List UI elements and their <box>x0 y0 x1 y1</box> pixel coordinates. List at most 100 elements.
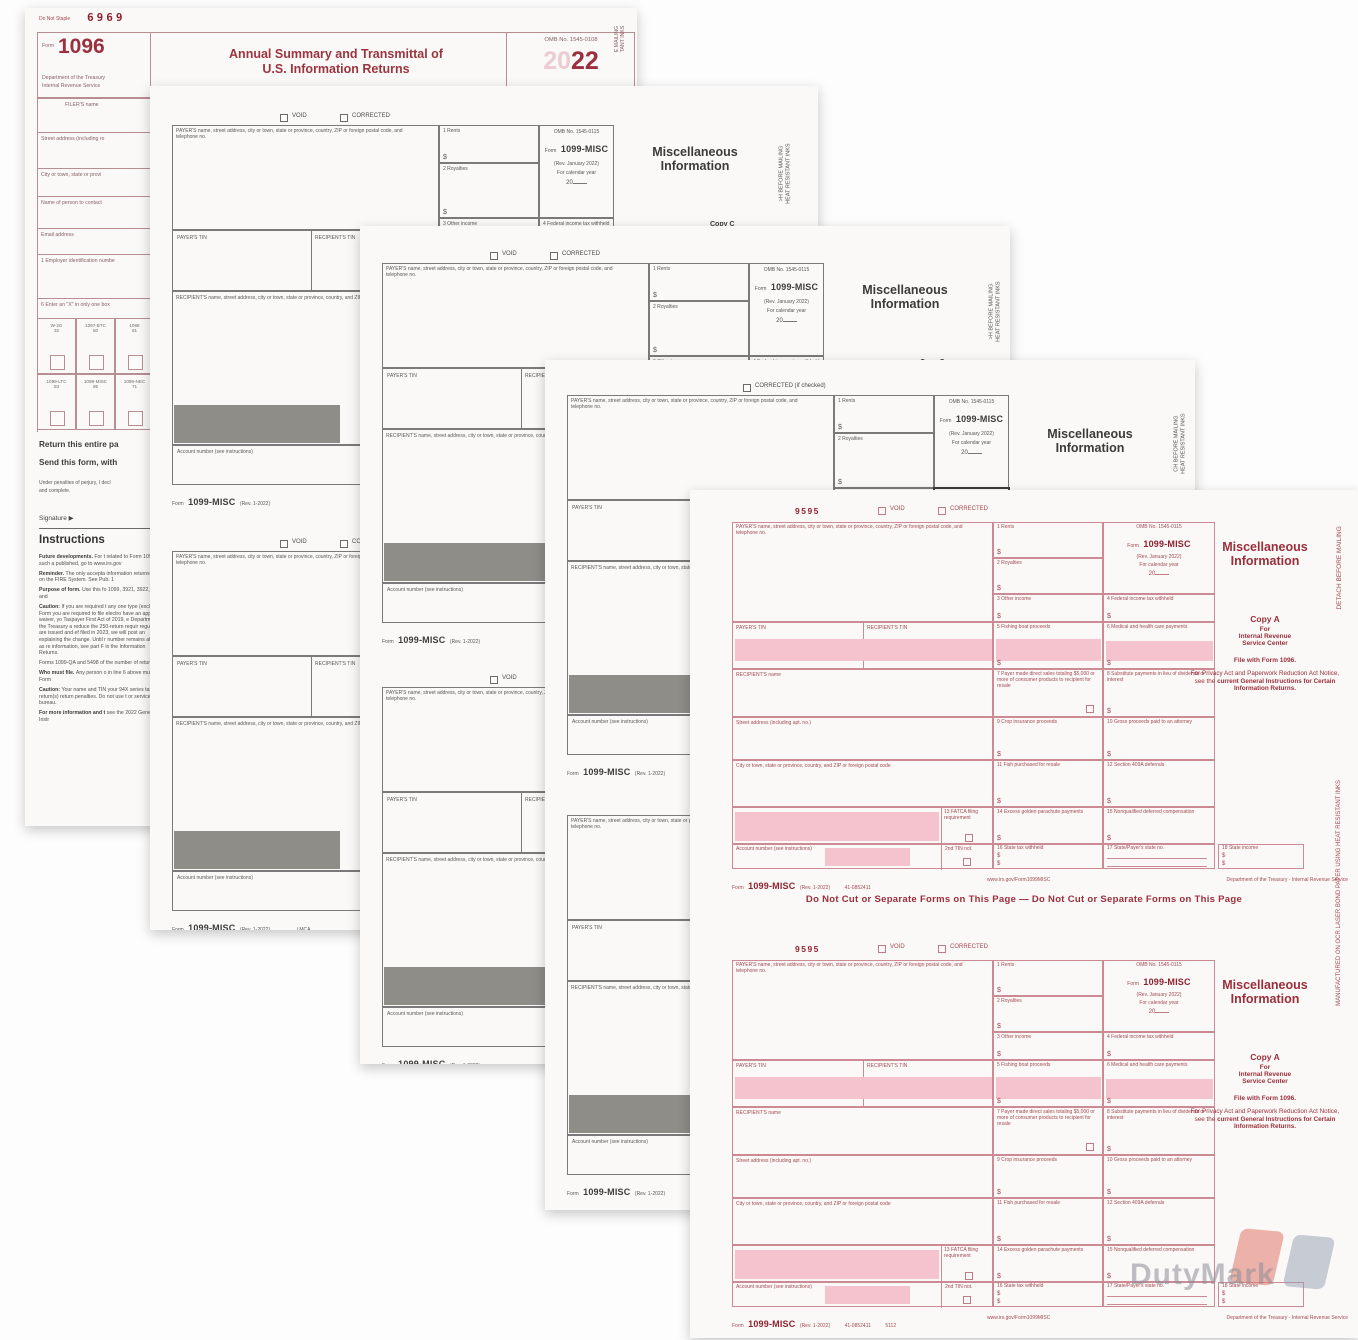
privacy-notice: For Privacy Act and Paperwork Reduction … <box>1185 1108 1345 1131</box>
dollar-sign: $ <box>838 479 842 486</box>
title-line1: Miscellaneous <box>1222 978 1308 992</box>
redacted-bar <box>384 543 550 581</box>
box3-label: 3 Other income <box>443 221 478 227</box>
void-checkbox[interactable] <box>490 676 498 684</box>
box7-checkbox[interactable] <box>1086 1143 1094 1151</box>
instruction-paragraph: Forms 1099-QA and 5498 of the number of … <box>39 660 157 667</box>
form-grid: PAYER'S name, street address, city or to… <box>732 960 1304 1308</box>
form-footer-extra: 5112 <box>885 1323 897 1329</box>
form-grid: PAYER'S name, street address, city or to… <box>732 522 1304 870</box>
account-number-label: Account number (see instructions) <box>387 587 463 593</box>
box6-medical: 6 Medical and health care payments $ <box>1103 622 1215 669</box>
box11-label: 11 Fish purchased for resale <box>997 1200 1060 1206</box>
form-number: 1099-MISC <box>770 282 819 292</box>
void-label: VOID <box>890 506 905 512</box>
recipient-name-label: RECIPIENT'S name <box>736 672 781 678</box>
form-footer: Form 1099-MISC (Rev. 1-2022) 41-0852411 … <box>732 1314 1348 1332</box>
return-type-checkbox[interactable] <box>128 355 143 370</box>
box13-label: 13 FATCA filing requirement <box>944 809 979 821</box>
footer-form-word: Form <box>732 885 744 891</box>
void-checkbox[interactable] <box>490 252 498 260</box>
second-tin-checkbox[interactable] <box>963 858 971 866</box>
box10-label: 10 Gross proceeds paid to an attorney <box>1107 1157 1193 1163</box>
edge-print-note: E MAILING TANT INKS <box>614 8 626 89</box>
void-checkbox[interactable] <box>878 507 886 515</box>
form-word: Form <box>939 418 952 424</box>
copy-for-word: For <box>1259 1064 1271 1071</box>
grid-code-label: 81 <box>131 328 138 334</box>
return-type-checkbox[interactable] <box>128 411 143 426</box>
box4-label: 4 Federal income tax withheld <box>1107 596 1174 602</box>
footer-id-code: 41-0852411 <box>844 1323 871 1329</box>
omb-box: OMB No. 1545-0115 Form 1099-MISC (Rev. J… <box>1103 522 1215 594</box>
perjury-line2: and complete. <box>39 488 71 494</box>
title-line1: Miscellaneous <box>862 283 948 297</box>
payer-label: PAYER'S name, street address, city or to… <box>736 524 963 536</box>
fatca-checkbox[interactable] <box>965 1272 973 1280</box>
form-word: Form <box>1127 542 1139 549</box>
void-checkbox[interactable] <box>280 114 288 122</box>
signature-line[interactable]: Signature ▶ <box>39 514 167 529</box>
recipient-label: RECIPIENT'S name, street address, city o… <box>571 985 807 991</box>
corrected-checkbox[interactable] <box>938 507 946 515</box>
return-type-checkbox[interactable] <box>89 411 104 426</box>
instruction-paragraph: For more information and t see the 2022 … <box>39 710 157 723</box>
footer-form-word: Form <box>567 771 579 777</box>
payer-box: PAYER'S name, street address, city or to… <box>382 263 649 368</box>
corrected-checkbox[interactable] <box>938 945 946 953</box>
dollar-sign: $ <box>997 853 1001 859</box>
grid-code-label: 93 <box>53 384 60 390</box>
dollar-sign: $ <box>1107 751 1111 758</box>
box7-checkbox[interactable] <box>1086 705 1094 713</box>
file-with-label: File with Form 1096. <box>1233 1095 1297 1102</box>
second-tin-checkbox[interactable] <box>963 1296 971 1304</box>
box7-direct-sales: 7 Payer made direct sales totaling $5,00… <box>993 669 1103 717</box>
redacted-bar <box>174 405 340 443</box>
fatca-checkbox[interactable] <box>965 834 973 842</box>
calendar-year-label: For calendar year <box>1139 999 1179 1006</box>
void-checkbox[interactable] <box>878 945 886 953</box>
title-line1: Miscellaneous <box>652 145 738 159</box>
payer-label: PAYER'S name, street address, city or to… <box>571 818 798 830</box>
corrected-checkbox[interactable] <box>340 540 348 548</box>
box15-label: 15 Nonqualified deferred compensation <box>1107 809 1195 815</box>
return-type-checkbox[interactable] <box>89 355 104 370</box>
revision-label: (Rev. January 2022) <box>1136 553 1182 560</box>
dollar-sign: $ <box>1107 613 1111 620</box>
dollar-sign: $ <box>997 1098 1001 1105</box>
payers-tin-label: PAYER'S TIN <box>177 661 207 667</box>
city-row: City or town, state or province, country… <box>732 760 993 807</box>
box7-label: 7 Payer made direct sales totaling $5,00… <box>997 1109 1095 1127</box>
grid-type-label: 1097-BTC <box>85 323 106 328</box>
left-rule <box>37 96 38 432</box>
city-label: City or town, state or province, country… <box>736 1201 891 1207</box>
recipient-label: RECIPIENT'S name, street address, city o… <box>176 295 412 301</box>
ocr-code: 9595 <box>795 506 820 516</box>
return-type-checkbox[interactable] <box>50 411 65 426</box>
return-instruction-line2: Send this form, with <box>39 458 118 467</box>
dollar-sign: $ <box>443 209 447 216</box>
state-line <box>1107 866 1207 867</box>
revision-label: (Rev. January 2022) <box>764 299 809 305</box>
return-type-checkbox[interactable] <box>50 355 65 370</box>
instruction-paragraph: Reminder. The only accepta information r… <box>39 570 164 584</box>
manufactured-note: MANUFACTURED ON OCR LASER BOND PAPER USI… <box>1336 779 1343 1006</box>
year-prefix: 20 <box>1148 571 1156 578</box>
box8-substitute: 8 Substitute payments in lieu of dividen… <box>1103 1107 1215 1155</box>
recipient-label: RECIPIENT'S name, street address, city o… <box>571 565 807 571</box>
dollar-sign: $ <box>1222 1299 1226 1305</box>
payers-tin-label: PAYER'S TIN <box>736 625 766 631</box>
instructions-heading: Instructions <box>39 534 105 546</box>
year-blank-line <box>782 316 797 322</box>
copy-a-block: Copy A For Internal Revenue Service Cent… <box>1185 614 1345 693</box>
dollar-sign: $ <box>1107 1146 1111 1153</box>
form-word: Form <box>754 286 767 292</box>
omb-number: OMB No. 1545-0115 <box>1136 524 1182 530</box>
corrected-checkbox[interactable] <box>550 252 558 260</box>
corrected-checkbox[interactable] <box>743 384 751 392</box>
corrected-checkbox[interactable] <box>340 114 348 122</box>
void-checkbox[interactable] <box>280 540 288 548</box>
footer-revision: (Rev. 1-2022) <box>634 1191 666 1197</box>
box15-label: 15 Nonqualified deferred compensation <box>1107 1247 1195 1253</box>
title-line1: Annual Summary and Transmittal of <box>229 47 443 61</box>
